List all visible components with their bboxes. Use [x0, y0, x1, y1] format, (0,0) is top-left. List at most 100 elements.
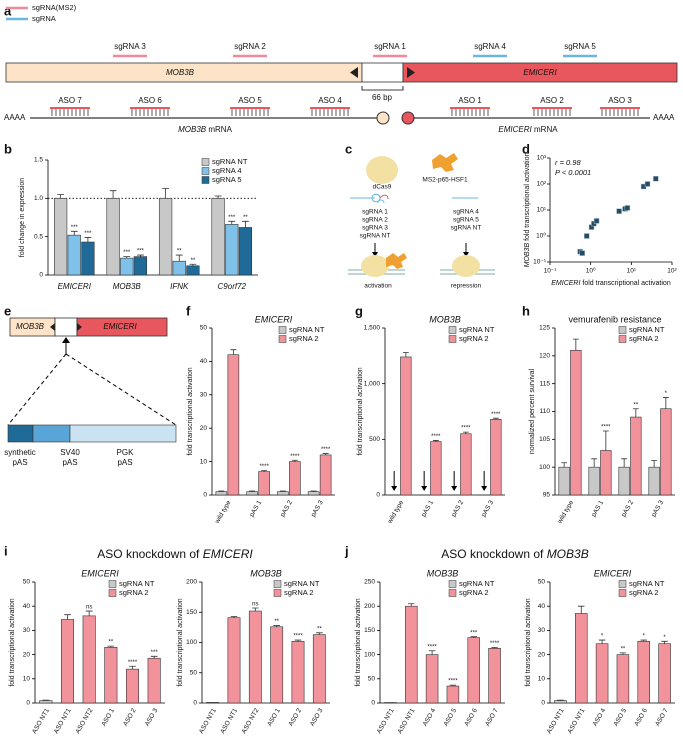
marker-head: [421, 486, 428, 491]
significance-label: ****: [259, 464, 269, 470]
panel-letter: j: [344, 543, 349, 558]
chart-title: EMICERI: [255, 314, 293, 324]
bar: [312, 634, 326, 704]
guide-label: sgRNA 4: [474, 42, 506, 51]
error-bar: [632, 408, 639, 418]
y-axis-label: fold transcriptional activation: [9, 598, 16, 686]
flow-head: [463, 252, 469, 257]
bar: [206, 702, 220, 704]
x-tick-label: IFNK: [170, 282, 189, 291]
mrna-suffix: mRNA: [208, 125, 232, 134]
significance-label: **: [634, 402, 639, 408]
bar: [430, 441, 442, 496]
pas-segment: [32, 424, 71, 443]
effector-label: MS2-p65-HSF1: [422, 177, 468, 184]
x-tick-label: wild type: [556, 499, 575, 526]
significance-label: ****: [601, 425, 611, 431]
significance-label: ****: [431, 434, 441, 440]
x-tick-label: ASO NT2: [241, 707, 261, 735]
x-tick-label: ASO 2: [288, 707, 304, 727]
aso-teeth: [131, 109, 169, 116]
error-bar: [294, 639, 302, 642]
legend-text: sgRNA 2: [289, 334, 319, 343]
y-axis-label: fold transcriptional activation: [177, 598, 184, 686]
y-tick-label: 250: [364, 579, 375, 586]
error-bar: [602, 430, 609, 451]
aso-label: ASO 1: [458, 96, 482, 105]
bar: [289, 461, 301, 496]
bar: [186, 265, 200, 276]
aso-label: ASO 7: [58, 96, 82, 105]
bar: [147, 657, 161, 704]
guide-label: sgRNA 3: [362, 225, 388, 232]
point: [593, 218, 600, 224]
polya-label: AAAA: [653, 113, 675, 122]
x-tick-label: 10⁰: [586, 267, 596, 275]
panel-letter: g: [355, 303, 363, 318]
legend-swatch: [618, 326, 627, 334]
legend-swatch: [448, 589, 457, 597]
legend-text: sgRNA NT: [459, 579, 495, 588]
error-bar: [85, 610, 93, 616]
title-gene: EMICERI: [203, 547, 254, 561]
significance-label: **: [621, 646, 626, 652]
guide-label: sgRNA 5: [564, 42, 596, 51]
point: [579, 250, 585, 256]
error-bar: [230, 616, 238, 618]
y-tick-label: 150: [364, 627, 375, 634]
legend-text: sgRNA 2: [119, 588, 149, 597]
bar: [400, 356, 412, 496]
x-tick-label: ASO 1: [266, 707, 282, 727]
error-bar: [107, 645, 115, 648]
bar: [490, 418, 502, 496]
significance-label: ***: [151, 650, 159, 656]
error-bar: [189, 263, 197, 266]
y-tick-label: 20: [538, 651, 546, 658]
x-tick-label: ASO 4: [592, 707, 608, 727]
error-bar: [109, 190, 117, 199]
error-bar: [136, 254, 144, 257]
y-axis-label: fold transcriptional activation: [187, 367, 194, 455]
significance-label: *: [665, 391, 668, 397]
error-bar: [428, 650, 436, 655]
polya-label: AAAA: [4, 113, 26, 122]
y-tick-label: 120: [539, 353, 550, 360]
segment-label: pAS: [117, 458, 132, 467]
y-tick-label: 100: [364, 651, 375, 658]
y-tick-label: 30: [23, 627, 31, 634]
legend-text: sgRNA NT: [212, 157, 248, 166]
error-bar: [162, 187, 170, 199]
error-bar: [661, 640, 668, 644]
pas-segment: [69, 424, 177, 443]
bar: [104, 647, 118, 704]
aso-teeth: [533, 109, 571, 116]
y-tick-label: 30: [538, 627, 546, 634]
error-bar: [129, 665, 136, 670]
error-bar: [241, 220, 249, 228]
gene-label: MOB3B: [166, 68, 195, 77]
gap-label: 66 bp: [372, 93, 393, 102]
label-gene: MOB3B: [524, 243, 531, 268]
y-tick-label: 50: [368, 676, 376, 683]
significance-label: **: [274, 619, 279, 625]
y-tick-label: 1,000: [364, 380, 381, 387]
legend-text: sgRNA NT: [119, 579, 155, 588]
y-axis-label: fold transcriptional activation: [525, 598, 532, 686]
sgrna-loop: [379, 194, 389, 200]
y-tick-label: 115: [540, 380, 551, 387]
aso-teeth: [311, 109, 349, 116]
y-tick-label: 1,500: [364, 325, 381, 332]
bar: [630, 416, 642, 496]
x-tick-label: ASO NT2: [74, 707, 94, 735]
y-tick-label: 200: [186, 579, 197, 586]
bar: [106, 198, 120, 276]
segment-label: PGK: [117, 448, 135, 457]
marker-head: [391, 486, 398, 491]
chart-title: vemurafenib resistance: [568, 314, 661, 324]
y-axis-label: normalized percent survival: [529, 368, 536, 454]
legend-text: sgRNA NT: [284, 579, 320, 588]
bar: [554, 700, 567, 704]
gene-box: [402, 62, 678, 83]
y-tick-label: 10: [23, 676, 31, 683]
